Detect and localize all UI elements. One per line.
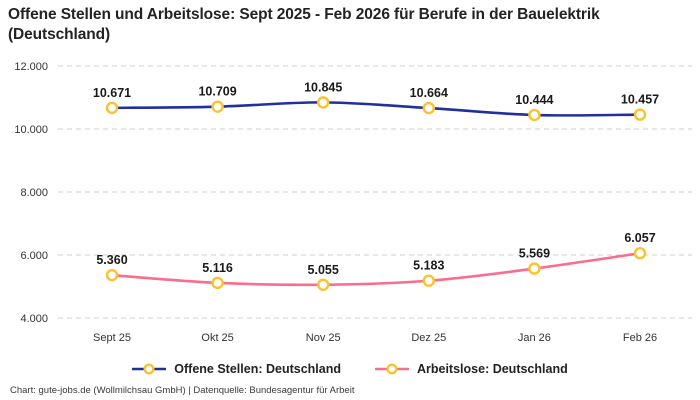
- y-tick-label: 10.000: [14, 124, 48, 136]
- data-label: 5.183: [413, 259, 444, 273]
- data-label: 10.457: [621, 93, 659, 107]
- legend-swatch-offene-stellen-icon: [132, 363, 167, 375]
- x-tick-label: Dez 25: [411, 332, 446, 344]
- data-point-marker[interactable]: [528, 262, 541, 275]
- data-point-marker[interactable]: [211, 100, 224, 113]
- series-line: [110, 101, 642, 117]
- x-tick-label: Sept 25: [93, 332, 131, 344]
- data-point-marker[interactable]: [105, 101, 119, 115]
- legend-label-arbeitslose: Arbeitslose: Deutschland: [416, 362, 568, 376]
- x-tick-label: Okt 25: [201, 332, 233, 344]
- y-tick-label: 8.000: [20, 187, 48, 199]
- x-tick-label: Jan 26: [518, 332, 551, 344]
- legend-label-offene-stellen: Offene Stellen: Deutschland: [174, 362, 341, 376]
- x-tick-label: Nov 25: [306, 332, 341, 344]
- data-label: 10.845: [304, 80, 342, 94]
- chart-title: Offene Stellen und Arbeitslose: Sept 202…: [8, 6, 600, 43]
- legend-swatch-arbeitslose-icon: [374, 363, 409, 375]
- data-label: 10.444: [515, 93, 553, 107]
- data-label: 5.569: [519, 247, 550, 261]
- attribution-text: Chart: gute-jobs.de (Wollmilchsau GmbH) …: [10, 385, 355, 396]
- legend-item-arbeitslose[interactable]: Arbeitslose: Deutschland: [374, 362, 568, 376]
- data-point-marker[interactable]: [422, 274, 435, 287]
- y-tick-label: 4.000: [20, 313, 48, 325]
- data-point-marker[interactable]: [317, 96, 330, 109]
- data-point-marker[interactable]: [211, 276, 224, 290]
- y-tick-label: 12.000: [14, 61, 48, 73]
- data-point-marker[interactable]: [633, 108, 647, 121]
- data-point-marker[interactable]: [105, 268, 119, 282]
- data-label: 6.057: [624, 231, 655, 245]
- legend-item-offene-stellen[interactable]: Offene Stellen: Deutschland: [132, 362, 341, 376]
- x-tick-label: Feb 26: [623, 332, 657, 344]
- data-point-marker[interactable]: [317, 278, 330, 291]
- data-label: 5.360: [96, 253, 127, 267]
- data-point-marker[interactable]: [633, 247, 647, 260]
- data-label: 10.709: [198, 85, 236, 99]
- data-label: 5.055: [308, 263, 339, 277]
- line-chart-plot-area: 12.000 10.000 8.000 6.000 4.000 Sept 25 Okt 25…: [14, 61, 692, 344]
- series-line: [110, 251, 642, 287]
- data-point-marker[interactable]: [528, 108, 541, 122]
- data-label: 10.671: [93, 86, 131, 100]
- y-tick-label: 6.000: [20, 250, 48, 262]
- data-label: 10.664: [410, 86, 448, 100]
- data-label: 5.116: [202, 261, 233, 275]
- legend: Offene Stellen: Deutschland Arbeitslose:…: [0, 362, 700, 376]
- data-point-marker[interactable]: [422, 101, 435, 115]
